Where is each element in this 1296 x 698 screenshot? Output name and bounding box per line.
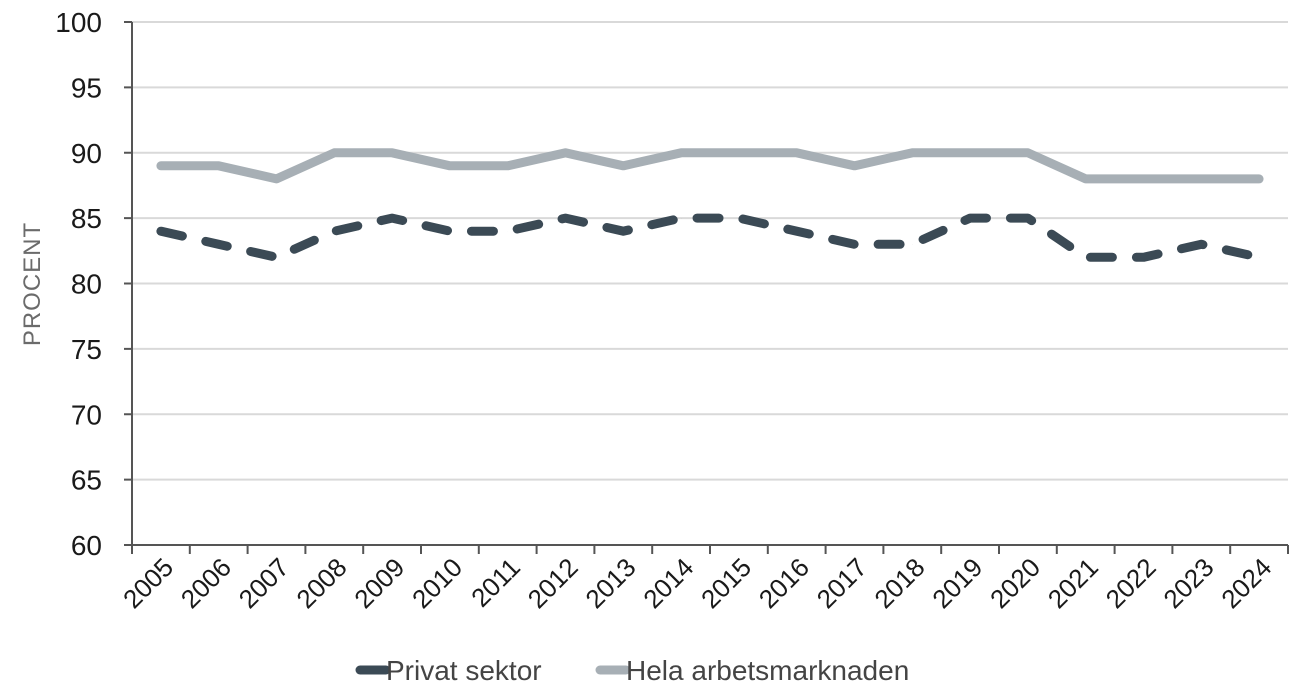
- legend-label-0: Privat sektor: [386, 655, 542, 686]
- x-tick-label: 2022: [1100, 552, 1162, 614]
- y-axis-ticks: 60 65 70 75 80 85 90 95 100: [55, 7, 132, 561]
- legend-label-1: Hela arbetsmarknaden: [626, 655, 909, 686]
- x-tick-label: 2016: [753, 552, 815, 614]
- x-tick-label: 2021: [1042, 552, 1104, 614]
- y-tick-label: 70: [71, 399, 102, 430]
- y-tick-label: 80: [71, 269, 102, 300]
- x-tick-label: 2023: [1157, 552, 1219, 614]
- y-tick-label: 95: [71, 72, 102, 103]
- x-tick-label: 2020: [984, 552, 1046, 614]
- legend: Privat sektor Hela arbetsmarknaden: [355, 655, 909, 686]
- x-tick-label: 2017: [811, 552, 873, 614]
- x-tick-label: 2013: [579, 552, 641, 614]
- x-tick-label: 2012: [522, 552, 584, 614]
- x-tick-label: 2015: [695, 552, 757, 614]
- series-line-0: [156, 213, 1264, 262]
- x-tick-label: 2005: [117, 552, 179, 614]
- x-tick-label: 2014: [637, 552, 699, 614]
- series-lines: [156, 148, 1264, 262]
- y-tick-label: 100: [55, 7, 102, 38]
- x-tick-label: 2006: [175, 552, 237, 614]
- x-tick-label: 2024: [1215, 552, 1277, 614]
- y-tick-label: 60: [71, 530, 102, 561]
- y-tick-label: 85: [71, 203, 102, 234]
- x-tick-label: 2018: [868, 552, 930, 614]
- x-tick-label: 2008: [290, 552, 352, 614]
- y-axis-label: PROCENT: [19, 222, 46, 346]
- gridlines: [132, 21, 1288, 481]
- x-tick-label: 2009: [348, 552, 410, 614]
- x-tick-label: 2007: [233, 552, 295, 614]
- y-tick-label: 65: [71, 465, 102, 496]
- y-tick-label: 75: [71, 334, 102, 365]
- x-axis-ticks: 2005200620072008200920102011201220132014…: [117, 545, 1289, 614]
- x-tick-label: 2011: [465, 552, 526, 613]
- x-tick-label: 2010: [406, 552, 468, 614]
- x-tick-label: 2019: [926, 552, 988, 614]
- series-line-1: [156, 148, 1264, 184]
- y-tick-label: 90: [71, 138, 102, 169]
